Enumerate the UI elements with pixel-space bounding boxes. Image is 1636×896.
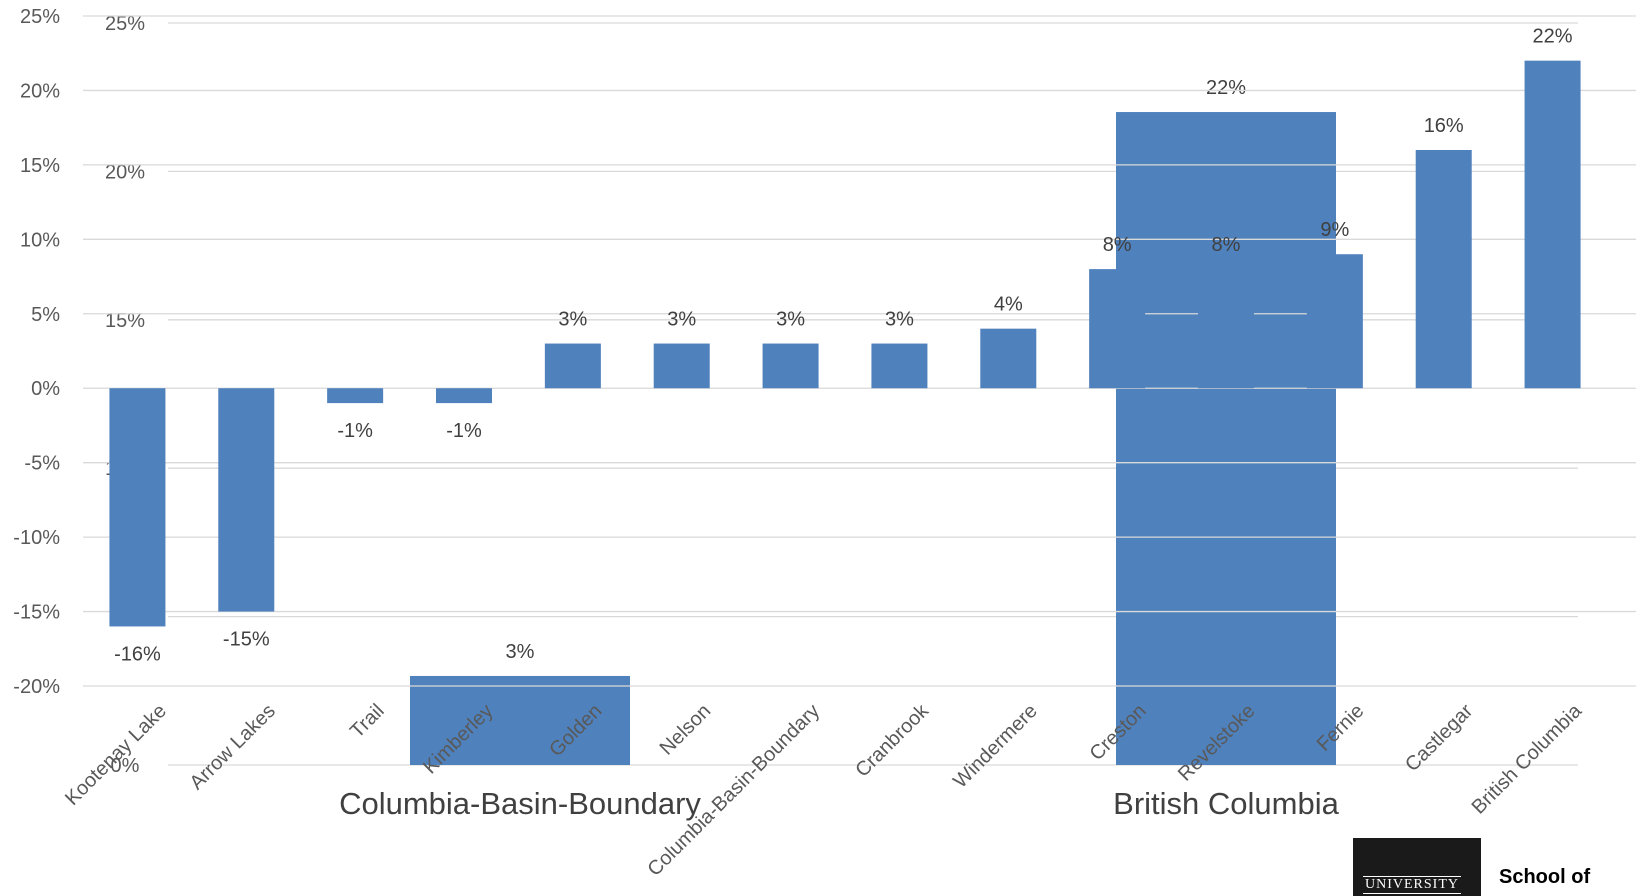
background-chart: 25%20%15%10%5%0%3%Columbia-Basin-Boundar…: [105, 13, 1578, 821]
data-label: 8%: [1212, 234, 1241, 256]
bg-bar: [1116, 112, 1336, 766]
data-label: 3%: [885, 309, 914, 331]
bg-y-tick-label: 15%: [105, 310, 145, 332]
category-label: Nelson: [656, 700, 716, 760]
data-label: -1%: [337, 420, 373, 442]
bar: [1415, 150, 1472, 389]
bar: [109, 388, 166, 627]
bg-y-tick-label: 25%: [105, 13, 145, 35]
category-label: Kootenay Lake: [61, 700, 171, 810]
category-label: Trail: [346, 700, 389, 743]
bar: [218, 388, 275, 612]
bar: [1524, 60, 1581, 389]
university-logo: UNIVERSITY: [1353, 838, 1481, 896]
category-label: Cranbrook: [851, 699, 933, 781]
bar: [871, 343, 928, 389]
data-label: 3%: [667, 309, 696, 331]
category-label: Arrow Lakes: [186, 700, 280, 794]
y-tick-label: -20%: [13, 676, 60, 698]
y-tick-label: 5%: [31, 304, 60, 326]
data-label: -15%: [223, 629, 270, 651]
data-label: 9%: [1320, 219, 1349, 241]
bar: [327, 388, 384, 404]
y-tick-label: 0%: [31, 378, 60, 400]
y-tick-label: 15%: [20, 155, 60, 177]
main-chart: 25% 20% 15% 10% 5% 0% -5% -10% -15% -20% -16% Koote…: [13, 6, 1636, 881]
y-tick-label: 25%: [20, 6, 60, 28]
bar: [1089, 269, 1146, 389]
bar: [436, 388, 492, 404]
y-tick-label: 10%: [20, 229, 60, 251]
data-label: 8%: [1103, 234, 1132, 256]
y-tick-label: -5%: [24, 453, 60, 475]
bar: [1306, 254, 1363, 389]
bar: [653, 343, 710, 389]
bar: [980, 328, 1037, 389]
data-label: 22%: [1533, 26, 1573, 48]
data-label: 16%: [1424, 115, 1464, 137]
y-tick-label: 20%: [20, 80, 60, 102]
category-label: British Columbia: [1468, 699, 1587, 818]
logo-university-word: UNIVERSITY: [1363, 876, 1461, 894]
category-label: Windermere: [949, 700, 1042, 793]
data-label: 3%: [776, 309, 805, 331]
bar: [762, 343, 819, 389]
logo-school-text: School of: [1499, 866, 1591, 888]
bg-bar: [410, 675, 630, 765]
data-label: -16%: [114, 643, 161, 665]
y-tick-label: -15%: [13, 602, 60, 624]
bg-y-tick-label: 0%: [111, 755, 140, 777]
bar: [544, 343, 601, 389]
data-label: 3%: [558, 309, 587, 331]
bg-y-tick-label: 20%: [105, 161, 145, 183]
bg-category-label: British Columbia: [1113, 786, 1339, 821]
bg-data-label: 22%: [1206, 77, 1246, 99]
data-label: -1%: [446, 420, 482, 442]
y-tick-label: -10%: [13, 527, 60, 549]
bg-data-label: 3%: [506, 641, 535, 663]
data-label: 4%: [994, 294, 1023, 316]
bar: [1198, 269, 1254, 389]
bg-category-label: Columbia-Basin-Boundary: [339, 786, 701, 821]
